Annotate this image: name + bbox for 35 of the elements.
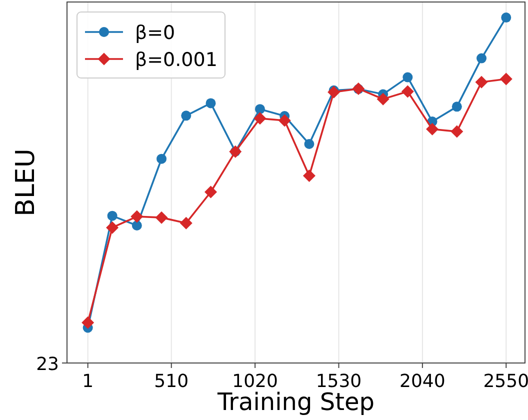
point [328,86,340,98]
point [204,186,217,198]
text: 23 [36,354,59,375]
x-tick-label: 2040 [400,371,446,392]
point [450,125,464,138]
point [501,12,512,23]
point [254,104,265,114]
point [132,220,142,231]
point [155,211,168,224]
point [106,221,119,234]
legend-label: β=0 [135,22,176,44]
point [475,76,488,88]
x-tick-label: 2550 [483,371,528,392]
legend-label: β=0.001 [135,49,218,71]
point [401,85,414,98]
point [376,92,390,106]
point [278,114,291,127]
point [476,53,487,64]
point [130,210,144,223]
point [500,72,512,86]
point [254,112,266,125]
point [304,138,314,149]
point [302,170,316,182]
point [82,316,94,329]
point [426,122,439,136]
point [181,110,192,121]
point [180,216,192,230]
x-tick-label: 510 [154,371,189,392]
x-tick-label: 1 [82,371,94,392]
point [156,154,167,164]
point [107,210,118,221]
y-axis-title: BLEU [11,148,41,216]
point [402,72,413,82]
point [452,102,462,112]
point [206,98,216,108]
